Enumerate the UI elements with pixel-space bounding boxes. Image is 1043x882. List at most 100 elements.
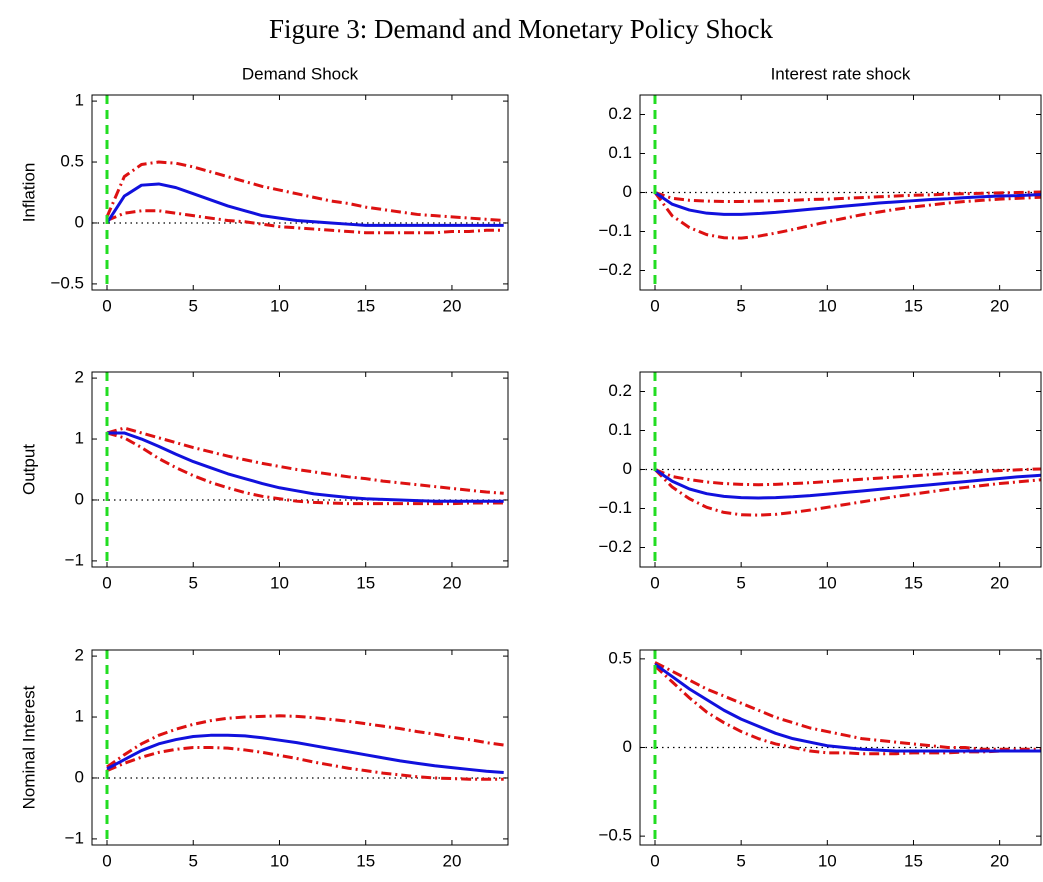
x-tick-label: 15	[356, 573, 375, 592]
series-line	[653, 664, 1041, 756]
x-tick-label: 0	[650, 851, 659, 870]
series-line	[654, 190, 1041, 203]
x-tick-label: 5	[736, 573, 745, 592]
y-tick-label: 0.2	[608, 104, 632, 123]
subplot: 0 5 10 15 20 −0.2 −0.1 0 0.1 0.2	[598, 371, 1042, 592]
x-tick-label: 10	[270, 573, 289, 592]
x-tick-label: 20	[990, 573, 1009, 592]
x-tick-label: 10	[818, 296, 837, 315]
y-tick-label: −0.5	[50, 273, 84, 292]
axes-frame	[639, 94, 1042, 291]
series-line	[654, 662, 1041, 753]
figure-title: Figure 3: Demand and Monetary Policy Sho…	[269, 14, 773, 44]
x-tick-label: 0	[102, 851, 111, 870]
y-tick-label: −0.5	[598, 826, 632, 845]
y-tick-label: 2	[75, 368, 84, 387]
series-line	[107, 431, 504, 503]
plot-content	[92, 95, 508, 290]
x-tick-label: 0	[102, 573, 111, 592]
x-tick-label: 10	[818, 573, 837, 592]
y-tick-label: 0.5	[608, 648, 632, 667]
plot-area	[92, 372, 508, 567]
y-axis-label: Inflation	[19, 163, 38, 223]
x-tick-label: 10	[270, 851, 289, 870]
plot-area	[640, 372, 1041, 567]
y-tick-label: 0	[623, 182, 632, 201]
x-tick-label: 5	[736, 851, 745, 870]
x-tick-label: 0	[650, 296, 659, 315]
series-line	[106, 746, 504, 781]
y-tick-label: 0	[75, 212, 84, 231]
series-line	[106, 209, 504, 235]
x-tick-label: 15	[356, 851, 375, 870]
y-tick-label: −0.2	[598, 537, 632, 556]
y-tick-label: 0	[623, 459, 632, 478]
plot-content	[92, 650, 508, 845]
subplot: Nominal Interest 0 5 10 15 20 −1 0 1 2	[19, 646, 509, 870]
x-tick-label: 5	[189, 296, 198, 315]
y-tick-label: 0.1	[608, 420, 632, 439]
series-line	[654, 468, 1041, 500]
series-line	[653, 468, 1041, 517]
series-line	[653, 191, 1041, 240]
series-line	[105, 160, 504, 223]
y-tick-label: 0	[623, 737, 632, 756]
y-tick-label: −0.1	[598, 498, 632, 517]
plot-content	[640, 372, 1041, 567]
y-tick-label: 0.2	[608, 381, 632, 400]
subplot: Interest rate shock 0 5 10 15 20 −0.2 −0.1 0 0.1 0…	[598, 64, 1042, 315]
x-tick-label: 15	[904, 851, 923, 870]
subplot-title: Interest rate shock	[771, 64, 911, 83]
subplot-title: Demand Shock	[242, 64, 359, 83]
y-tick-label: 0.5	[60, 152, 84, 171]
x-tick-label: 10	[818, 851, 837, 870]
series-line	[654, 467, 1041, 487]
subplot: Output 0 5 10 15 20 −1 0 1 2	[19, 368, 509, 592]
x-tick-label: 5	[189, 851, 198, 870]
y-tick-label: 1	[75, 429, 84, 448]
y-tick-label: −1	[65, 550, 84, 569]
x-tick-label: 20	[442, 573, 461, 592]
subplot: Demand Shock Inflation 0 5 10 15 20 −0.5 0 0.5 1	[19, 64, 509, 315]
series-line	[106, 431, 504, 506]
x-tick-label: 0	[102, 296, 111, 315]
y-tick-label: 1	[75, 91, 84, 110]
x-tick-label: 20	[442, 296, 461, 315]
axes-frame	[639, 371, 1042, 568]
y-tick-label: 0.1	[608, 143, 632, 162]
y-tick-label: 0	[75, 767, 84, 786]
plot-content	[640, 650, 1041, 845]
series-line	[105, 182, 504, 227]
x-tick-label: 20	[442, 851, 461, 870]
y-tick-label: −0.2	[598, 260, 632, 279]
y-axis-label: Nominal Interest	[19, 685, 38, 809]
axes-frame	[91, 94, 509, 291]
series-line	[106, 733, 504, 774]
y-tick-label: 1	[75, 707, 84, 726]
axes-frame	[91, 371, 509, 568]
series-line	[654, 191, 1041, 216]
y-tick-label: 2	[75, 646, 84, 665]
plot-content	[640, 95, 1041, 290]
series-line	[654, 661, 1041, 751]
x-tick-label: 20	[990, 851, 1009, 870]
x-tick-label: 10	[270, 296, 289, 315]
axes-frame	[91, 649, 509, 846]
x-tick-label: 20	[990, 296, 1009, 315]
plot-area	[92, 95, 508, 290]
y-tick-label: 0	[75, 489, 84, 508]
subplot: 0 5 10 15 20 −0.5 0 0.5	[598, 648, 1042, 870]
x-tick-label: 5	[189, 573, 198, 592]
y-tick-label: −1	[65, 828, 84, 847]
plot-area	[92, 650, 508, 845]
x-tick-label: 5	[736, 296, 745, 315]
x-tick-label: 0	[650, 573, 659, 592]
series-line	[106, 714, 504, 769]
y-axis-label: Output	[19, 444, 38, 495]
series-line	[106, 426, 504, 495]
x-tick-label: 15	[904, 296, 923, 315]
x-tick-label: 15	[904, 573, 923, 592]
plot-content	[92, 372, 508, 567]
